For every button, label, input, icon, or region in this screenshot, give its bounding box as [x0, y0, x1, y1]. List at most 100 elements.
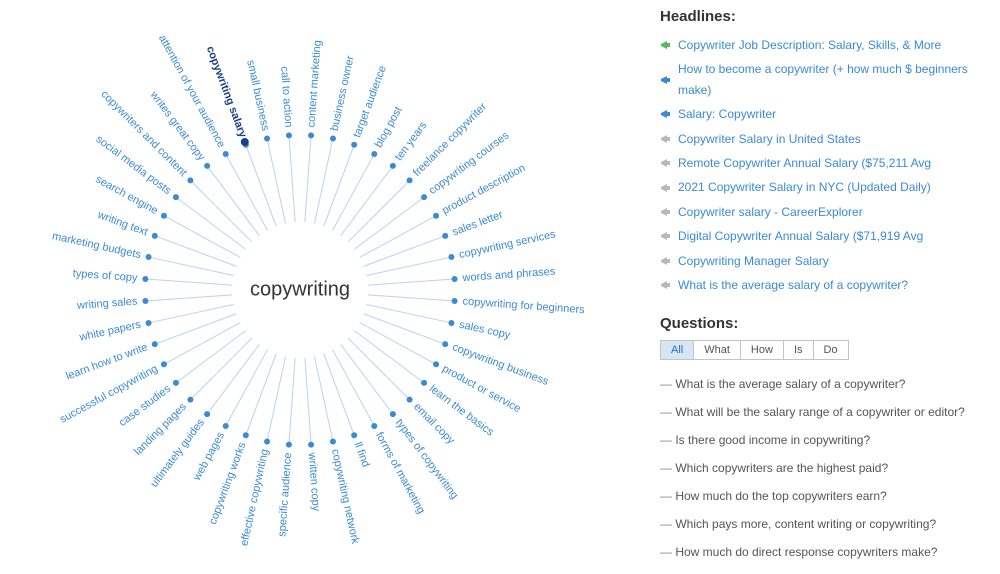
spoke-dot[interactable]	[371, 423, 377, 429]
spoke-line	[305, 135, 311, 222]
spoke-line	[324, 354, 354, 436]
headline-text: How to become a copywriter (+ how much $…	[678, 59, 990, 100]
headline-item[interactable]: Copywriter Salary in United States	[660, 127, 990, 151]
spoke-label[interactable]: business owner	[329, 54, 357, 132]
tab-what[interactable]: What	[693, 340, 741, 360]
tab-all[interactable]: All	[660, 340, 694, 360]
spoke-dot[interactable]	[351, 142, 357, 148]
spoke-label[interactable]: marketing budgets	[51, 230, 142, 261]
question-item[interactable]: Which copywriters are the highest paid?	[660, 454, 990, 482]
spoke-dot[interactable]	[286, 132, 292, 138]
spoke-label[interactable]: ll find	[351, 441, 371, 469]
megaphone-icon	[660, 230, 672, 242]
spoke-dot[interactable]	[433, 361, 439, 367]
question-item[interactable]: Which pays more, content writing or copy…	[660, 510, 990, 538]
spoke-line	[314, 139, 332, 224]
headline-item[interactable]: Remote Copywriter Annual Salary ($75,211…	[660, 151, 990, 175]
spoke-dot[interactable]	[152, 233, 158, 239]
spoke-label[interactable]: small business	[244, 59, 271, 133]
spoke-dot[interactable]	[448, 254, 454, 260]
question-item[interactable]: Is there good income in copywriting?	[660, 426, 990, 454]
spoke-dot[interactable]	[161, 361, 167, 367]
spoke-dot[interactable]	[390, 411, 396, 417]
megaphone-icon	[660, 108, 672, 120]
megaphone-icon	[660, 157, 672, 169]
spoke-dot[interactable]	[442, 233, 448, 239]
spoke-dot[interactable]	[146, 320, 152, 326]
spoke-label[interactable]: effective copywriting	[238, 448, 271, 547]
spoke-label[interactable]: call to action	[278, 66, 294, 128]
spoke-dot[interactable]	[448, 320, 454, 326]
spoke-dot[interactable]	[142, 298, 148, 304]
spoke-dot[interactable]	[452, 276, 458, 282]
spoke-label[interactable]: sales copy	[458, 319, 512, 342]
spoke-dot[interactable]	[452, 298, 458, 304]
spoke-dot[interactable]	[243, 432, 249, 438]
headline-item[interactable]: What is the average salary of a copywrit…	[660, 273, 990, 297]
headline-item[interactable]: Salary: Copywriter	[660, 102, 990, 126]
question-item[interactable]: What is the average salary of a copywrit…	[660, 370, 990, 398]
headline-item[interactable]: 2021 Copywriter Salary in NYC (Updated D…	[660, 175, 990, 199]
megaphone-icon	[660, 255, 672, 267]
spoke-dot[interactable]	[390, 163, 396, 169]
headline-item[interactable]: Copywriter Job Description: Salary, Skil…	[660, 33, 990, 57]
tab-how[interactable]: How	[740, 340, 784, 360]
spoke-dot[interactable]	[371, 151, 377, 157]
spoke-label[interactable]: content marketing	[306, 40, 324, 128]
spoke-label[interactable]: types of copy	[72, 268, 138, 285]
spoke-dot[interactable]	[264, 136, 270, 142]
spoke-dot[interactable]	[173, 380, 179, 386]
spoke-dot[interactable]	[351, 432, 357, 438]
tab-is[interactable]: Is	[783, 340, 814, 360]
spoke-label[interactable]: words and phrases	[461, 266, 556, 285]
spoke-dot[interactable]	[407, 397, 413, 403]
question-item[interactable]: How much do the top copywriters earn?	[660, 482, 990, 510]
headline-item[interactable]: Copywriting Manager Salary	[660, 249, 990, 273]
spoke-dot[interactable]	[187, 177, 193, 183]
spoke-dot[interactable]	[421, 194, 427, 200]
spoke-label[interactable]: specific audience	[276, 452, 294, 537]
spoke-dot[interactable]	[308, 132, 314, 138]
spoke-dot[interactable]	[421, 380, 427, 386]
spoke-dot[interactable]	[204, 163, 210, 169]
question-item[interactable]: What will be the salary range of a copyw…	[660, 398, 990, 426]
spoke-label[interactable]: freelance copywriter	[411, 101, 489, 179]
spoke-line	[348, 180, 410, 242]
spoke-dot[interactable]	[286, 442, 292, 448]
spoke-label[interactable]: blog post	[373, 105, 405, 150]
spoke-dot[interactable]	[223, 151, 229, 157]
spoke-line	[149, 304, 234, 322]
spoke-label[interactable]: written copy	[306, 451, 322, 512]
spoke-label[interactable]: copywriting network	[329, 448, 361, 545]
headline-item[interactable]: Digital Copywriter Annual Salary ($71,91…	[660, 224, 990, 248]
spoke-dot[interactable]	[152, 341, 158, 347]
spoke-label[interactable]: writing sales	[76, 296, 139, 312]
spoke-label[interactable]: white papers	[78, 319, 143, 344]
spoke-label[interactable]: sales letter	[451, 209, 505, 239]
spoke-dot[interactable]	[146, 254, 152, 260]
spoke-dot[interactable]	[223, 423, 229, 429]
spoke-dot[interactable]	[204, 411, 210, 417]
spoke-dot[interactable]	[442, 341, 448, 347]
spoke-dot[interactable]	[433, 213, 439, 219]
megaphone-icon	[660, 279, 672, 291]
headline-item[interactable]: Copywriter salary - CareerExplorer	[660, 200, 990, 224]
spoke-dot[interactable]	[173, 194, 179, 200]
spoke-dot[interactable]	[308, 442, 314, 448]
spoke-line	[289, 358, 295, 445]
spoke-dot[interactable]	[161, 213, 167, 219]
tab-do[interactable]: Do	[813, 340, 849, 360]
question-item[interactable]: How much do direct response copywriters …	[660, 538, 990, 566]
spoke-label[interactable]: copywriting for beginners	[462, 296, 585, 317]
spoke-dot[interactable]	[330, 136, 336, 142]
spoke-label[interactable]: writing text	[95, 209, 149, 239]
megaphone-icon	[660, 74, 672, 86]
spoke-label[interactable]: copywriting services	[458, 228, 557, 261]
spoke-dot[interactable]	[330, 438, 336, 444]
headline-item[interactable]: How to become a copywriter (+ how much $…	[660, 57, 990, 102]
spoke-dot[interactable]	[142, 276, 148, 282]
spoke-dot[interactable]	[407, 177, 413, 183]
spoke-dot[interactable]	[264, 438, 270, 444]
right-panel: Headlines: Copywriter Job Description: S…	[660, 0, 1000, 569]
spoke-dot[interactable]	[187, 397, 193, 403]
